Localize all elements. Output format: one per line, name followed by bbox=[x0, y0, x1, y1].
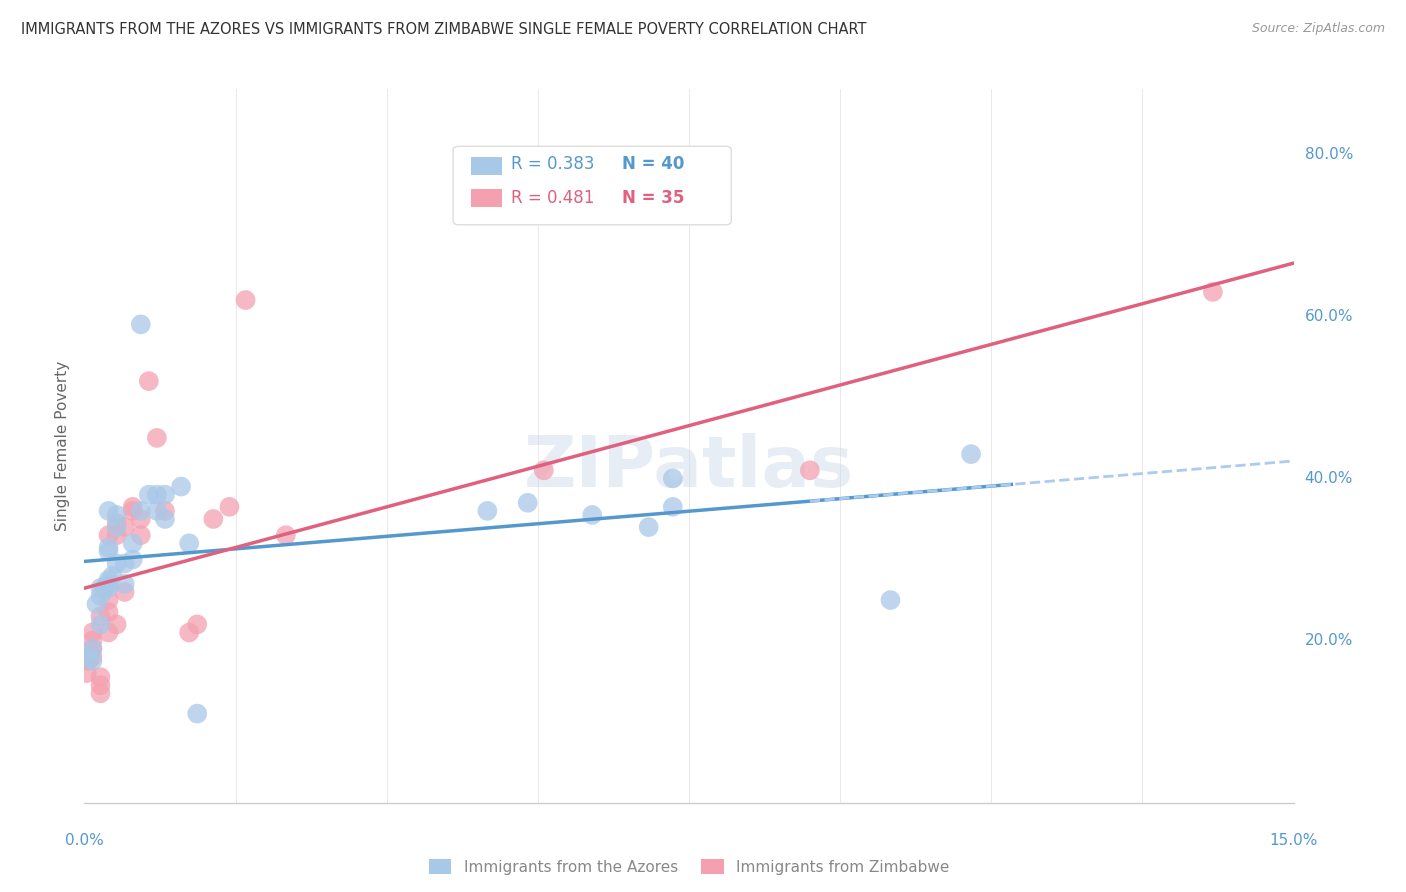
Point bbox=[186, 617, 208, 632]
Point bbox=[105, 508, 128, 522]
Point bbox=[129, 512, 152, 526]
Bar bbox=[471, 157, 502, 175]
Point bbox=[235, 293, 257, 307]
Point bbox=[89, 678, 111, 692]
Point bbox=[179, 625, 201, 640]
Point bbox=[274, 528, 297, 542]
Point bbox=[82, 641, 104, 656]
Point bbox=[533, 463, 555, 477]
Point bbox=[97, 625, 120, 640]
Point bbox=[89, 670, 111, 684]
FancyBboxPatch shape bbox=[453, 146, 731, 225]
Point bbox=[146, 488, 169, 502]
Point bbox=[662, 500, 685, 514]
Point bbox=[153, 512, 176, 526]
Point bbox=[86, 597, 108, 611]
Point bbox=[82, 654, 104, 668]
Point bbox=[121, 552, 143, 566]
Point bbox=[97, 573, 120, 587]
Point bbox=[89, 686, 111, 700]
Point bbox=[960, 447, 983, 461]
Text: 80.0%: 80.0% bbox=[1305, 146, 1353, 161]
Point bbox=[82, 625, 104, 640]
Point bbox=[97, 577, 120, 591]
Text: N = 40: N = 40 bbox=[623, 155, 685, 173]
Text: 20.0%: 20.0% bbox=[1305, 633, 1353, 648]
Point bbox=[97, 593, 120, 607]
Point bbox=[89, 581, 111, 595]
Point bbox=[97, 605, 120, 619]
Point bbox=[799, 463, 821, 477]
Point bbox=[129, 504, 152, 518]
Point bbox=[89, 609, 111, 624]
Point bbox=[1202, 285, 1225, 299]
Point bbox=[76, 666, 98, 681]
Point bbox=[121, 504, 143, 518]
Y-axis label: Single Female Poverty: Single Female Poverty bbox=[55, 361, 70, 531]
Text: R = 0.383: R = 0.383 bbox=[512, 155, 595, 173]
Point bbox=[105, 557, 128, 571]
Text: IMMIGRANTS FROM THE AZORES VS IMMIGRANTS FROM ZIMBABWE SINGLE FEMALE POVERTY COR: IMMIGRANTS FROM THE AZORES VS IMMIGRANTS… bbox=[21, 22, 866, 37]
Point bbox=[114, 585, 136, 599]
Point bbox=[218, 500, 240, 514]
Point bbox=[186, 706, 208, 721]
Point bbox=[89, 617, 111, 632]
Point bbox=[101, 568, 124, 582]
Point bbox=[637, 520, 659, 534]
Point bbox=[129, 528, 152, 542]
Point bbox=[138, 488, 160, 502]
Text: Source: ZipAtlas.com: Source: ZipAtlas.com bbox=[1251, 22, 1385, 36]
Bar bbox=[471, 189, 502, 207]
Point bbox=[202, 512, 225, 526]
Point bbox=[179, 536, 201, 550]
Text: 15.0%: 15.0% bbox=[1270, 833, 1317, 848]
Point bbox=[153, 504, 176, 518]
Point bbox=[153, 488, 176, 502]
Point bbox=[114, 557, 136, 571]
Point bbox=[105, 516, 128, 530]
Point bbox=[146, 504, 169, 518]
Legend: Immigrants from the Azores, Immigrants from Zimbabwe: Immigrants from the Azores, Immigrants f… bbox=[422, 853, 956, 880]
Text: N = 35: N = 35 bbox=[623, 189, 685, 207]
Text: 0.0%: 0.0% bbox=[65, 833, 104, 848]
Point bbox=[105, 617, 128, 632]
Point bbox=[97, 504, 120, 518]
Point bbox=[662, 471, 685, 485]
Point bbox=[77, 649, 100, 664]
Point bbox=[82, 633, 104, 648]
Point bbox=[97, 581, 120, 595]
Point bbox=[77, 654, 100, 668]
Point bbox=[82, 649, 104, 664]
Point bbox=[121, 500, 143, 514]
Point bbox=[89, 589, 111, 603]
Point bbox=[93, 581, 115, 595]
Text: 60.0%: 60.0% bbox=[1305, 309, 1353, 324]
Point bbox=[97, 544, 120, 558]
Point bbox=[105, 520, 128, 534]
Point bbox=[581, 508, 603, 522]
Point bbox=[114, 577, 136, 591]
Point bbox=[82, 641, 104, 656]
Point bbox=[129, 318, 152, 332]
Text: R = 0.481: R = 0.481 bbox=[512, 189, 595, 207]
Point bbox=[138, 374, 160, 388]
Point bbox=[97, 541, 120, 555]
Point bbox=[516, 496, 538, 510]
Text: 40.0%: 40.0% bbox=[1305, 471, 1353, 486]
Point bbox=[105, 528, 128, 542]
Point bbox=[879, 593, 901, 607]
Point bbox=[477, 504, 499, 518]
Point bbox=[170, 479, 193, 493]
Point bbox=[97, 528, 120, 542]
Point bbox=[114, 520, 136, 534]
Text: ZIPatlas: ZIPatlas bbox=[524, 433, 853, 502]
Point bbox=[121, 536, 143, 550]
Point bbox=[146, 431, 169, 445]
